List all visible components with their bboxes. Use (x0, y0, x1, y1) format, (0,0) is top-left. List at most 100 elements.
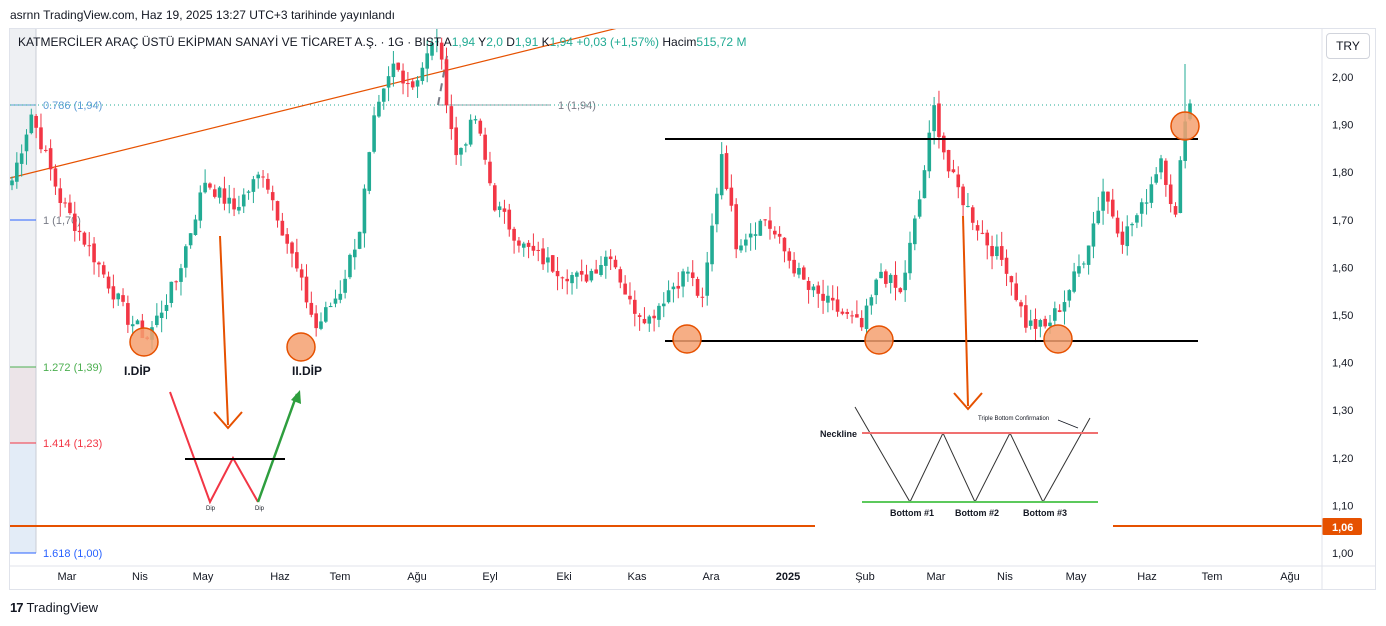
candle-body (1033, 318, 1038, 329)
candle-body (111, 286, 116, 300)
candle-body (401, 70, 405, 84)
candle-body (1057, 310, 1062, 312)
candle-body (241, 194, 246, 207)
candle-body (304, 276, 309, 303)
candle-body (357, 231, 362, 249)
candle-body (101, 265, 106, 275)
candle-body (652, 315, 656, 319)
arrow-down-2-head (953, 392, 983, 411)
candle-body (1067, 290, 1072, 301)
candle-body (410, 81, 415, 88)
x-tick-label: Ara (702, 571, 720, 583)
x-tick-label: Nis (997, 571, 1013, 583)
candle-body (1130, 223, 1134, 226)
candle-body (275, 201, 280, 221)
symbol-name: KATMERCİLER ARAÇ ÜSTÜ EKİPMAN SANAYİ VE … (18, 35, 441, 49)
footer-brand[interactable]: 17 TradingView (10, 600, 98, 615)
symbol-legend[interactable]: KATMERCİLER ARAÇ ÜSTÜ EKİPMAN SANAYİ VE … (18, 35, 746, 49)
candle-body (126, 303, 130, 325)
candle-body (898, 288, 903, 293)
candle-body (87, 245, 92, 247)
candle-body (488, 161, 492, 184)
candle-body (212, 189, 217, 197)
candle-body (739, 245, 743, 251)
candle-body (468, 119, 473, 145)
candle-body (840, 311, 845, 314)
candle-body (835, 299, 840, 312)
candle-body (681, 271, 685, 287)
candle-body (492, 185, 497, 211)
candle-body (695, 278, 700, 296)
candle-body (787, 251, 792, 261)
candle-body (1168, 184, 1173, 205)
candle-body (497, 206, 502, 210)
candle-body (1077, 266, 1081, 274)
fib-band-2 (10, 367, 36, 443)
x-tick-label: May (1066, 571, 1087, 583)
candle-body (1139, 202, 1144, 214)
candle-body (647, 316, 652, 324)
candle-body (270, 192, 275, 201)
tv-logo-icon: 17 (10, 600, 24, 615)
candle-body (922, 170, 927, 199)
candle-body (1154, 174, 1159, 183)
w-dip-label-1: Dip (206, 506, 216, 512)
candle-body (1135, 215, 1139, 223)
candle-body (613, 259, 618, 268)
candle-body (324, 307, 328, 322)
candle-body (1159, 158, 1163, 173)
candle-body (435, 41, 439, 43)
candle-body (473, 119, 478, 121)
candle-body (753, 234, 758, 236)
candle-body (174, 281, 178, 283)
candle-body (526, 242, 531, 247)
change-value: +0,03 (+1,57%) (576, 35, 660, 49)
candle-body (459, 147, 463, 155)
candle-body (1101, 191, 1105, 211)
candle-body (314, 313, 318, 329)
candle-body (806, 280, 811, 290)
candle-body (43, 149, 48, 151)
candle-body (773, 230, 777, 235)
candle-body (797, 268, 801, 275)
candle-body (1038, 320, 1043, 327)
candle-body (309, 302, 314, 315)
candle-body (690, 272, 695, 278)
open-value: 1,94 (451, 35, 476, 49)
candle-body (686, 271, 690, 274)
volume-label: Hacim (662, 35, 697, 49)
currency-button[interactable]: TRY (1326, 33, 1370, 59)
candle-body (758, 220, 763, 236)
fib-level-label: 1.618 (1,00) (43, 548, 102, 560)
candle-body (830, 297, 835, 301)
candle-body (415, 80, 420, 87)
candle-body (72, 213, 77, 231)
dip2-label: II.DİP (292, 363, 322, 378)
candle-body (748, 233, 753, 238)
y-tick-label: 1,30 (1332, 405, 1353, 417)
candle-body (859, 317, 864, 328)
candle-body (232, 198, 236, 210)
neckline-label: Neckline (820, 429, 857, 439)
candle-body (227, 197, 232, 204)
candle-body (203, 182, 207, 193)
fib-band-3 (10, 443, 36, 553)
triple-bottom-pattern (854, 406, 1091, 504)
candle-body (657, 305, 661, 320)
candle-body (208, 183, 212, 188)
y-tick-label: 1,00 (1332, 548, 1353, 560)
candle-body (406, 83, 410, 85)
candle-body (333, 298, 338, 304)
candle-body (1024, 305, 1028, 328)
x-tick-label: Eyl (482, 571, 497, 583)
candle-body (884, 271, 888, 284)
candle-body (285, 234, 289, 244)
candle-body (845, 312, 850, 314)
last-price-badge (1322, 518, 1362, 535)
candle-body (381, 88, 386, 102)
y-tick-label: 1,90 (1332, 120, 1353, 132)
low-value: 1,91 (514, 35, 539, 49)
fib-level-label: 0.786 (1,94) (43, 100, 102, 112)
x-tick-label: Tem (330, 571, 351, 583)
